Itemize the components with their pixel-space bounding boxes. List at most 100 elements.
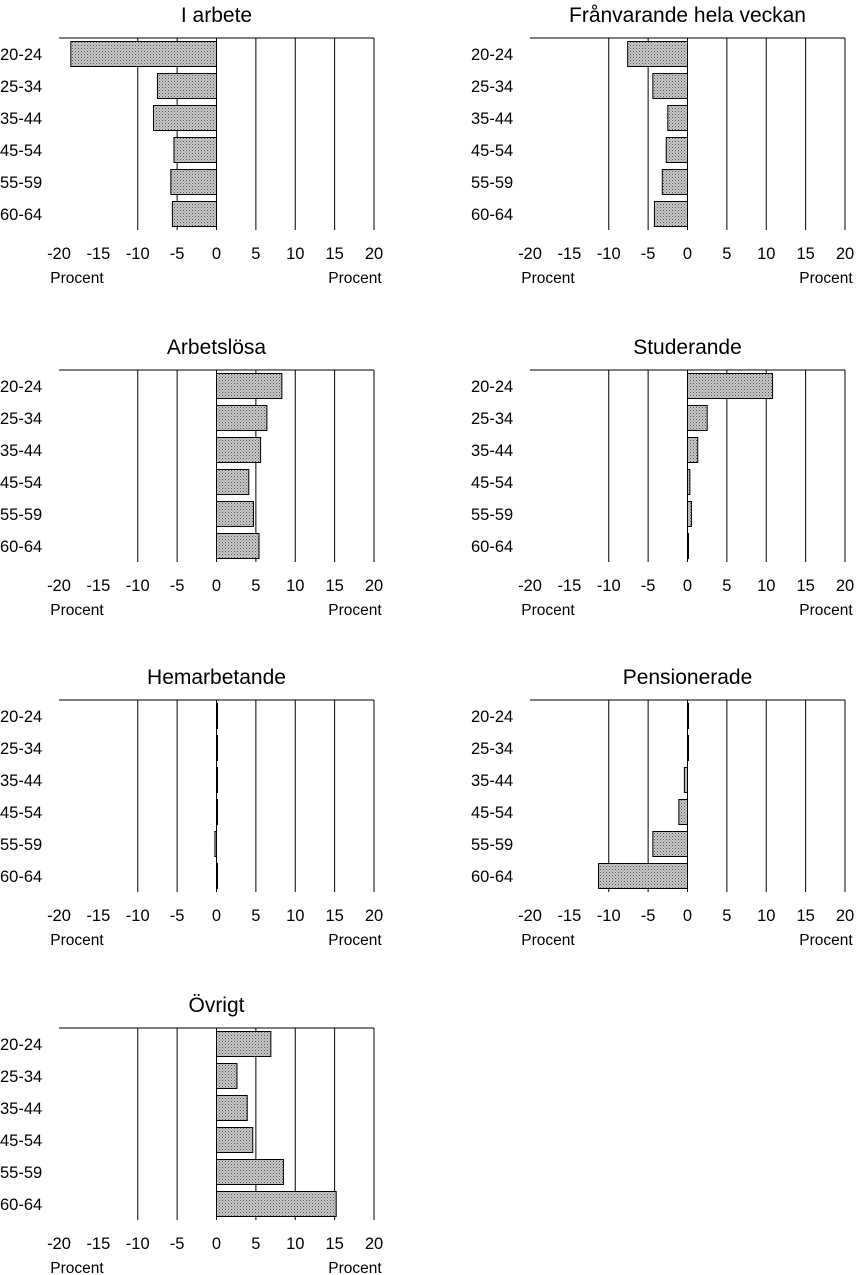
- bar: [687, 469, 691, 495]
- category-label: 20-24: [0, 378, 42, 396]
- bar: [170, 169, 217, 195]
- category-label: 20-24: [0, 1036, 42, 1054]
- x-tick-label: 0: [212, 907, 221, 925]
- bar: [667, 105, 688, 131]
- x-tick-label: -20: [47, 907, 71, 925]
- bar: [216, 405, 268, 431]
- bar: [687, 437, 699, 463]
- x-tick-label: 0: [683, 577, 692, 595]
- x-tick-label: -10: [126, 907, 150, 925]
- bar: [627, 41, 688, 67]
- bar: [216, 501, 255, 527]
- x-axis-label-left: Procent: [50, 602, 104, 619]
- x-tick-label: -20: [518, 245, 542, 263]
- category-label: 35-44: [0, 110, 42, 128]
- bar: [216, 373, 283, 399]
- x-tick-label: 5: [251, 1235, 260, 1253]
- category-label: 60-64: [471, 538, 513, 556]
- category-label: 20-24: [471, 46, 513, 64]
- category-label: 35-44: [471, 442, 513, 460]
- category-label: 20-24: [471, 378, 513, 396]
- x-tick-label: -15: [557, 907, 581, 925]
- category-label: 60-64: [471, 868, 513, 886]
- bar: [216, 533, 260, 559]
- x-tick-label: 5: [722, 245, 731, 263]
- x-tick-label: 15: [325, 245, 343, 263]
- x-tick-label: 10: [757, 577, 775, 595]
- x-tick-label: -5: [641, 245, 656, 263]
- x-tick-label: -5: [641, 577, 656, 595]
- x-axis-label-right: Procent: [799, 602, 853, 619]
- x-tick-label: 10: [286, 1235, 304, 1253]
- x-tick-label: -20: [47, 245, 71, 263]
- chart-panel: Hemarbetande 20-24 25-34 35-44 45-54 55-59 60-…: [0, 666, 383, 949]
- x-tick-label: 0: [212, 245, 221, 263]
- category-label: 45-54: [471, 474, 513, 492]
- chart-title: Frånvarande hela veckan: [569, 4, 806, 27]
- category-label: 25-34: [471, 78, 513, 96]
- category-label: 35-44: [0, 442, 42, 460]
- chart-panel: Pensionerade 20-24 25-34 35-44 45-54 55-59 60-…: [471, 666, 854, 949]
- x-tick-label: -15: [86, 907, 110, 925]
- x-tick-label: 20: [365, 245, 383, 263]
- x-axis-label-left: Procent: [50, 270, 104, 287]
- category-label: 55-59: [471, 174, 513, 192]
- category-label: 25-34: [471, 740, 513, 758]
- bar: [653, 201, 689, 227]
- category-label: 60-64: [0, 868, 42, 886]
- chart-title: Arbetslösa: [167, 336, 267, 359]
- x-tick-label: 10: [757, 907, 775, 925]
- category-label: 60-64: [0, 206, 42, 224]
- bar: [216, 469, 250, 495]
- chart-title: Studerande: [633, 336, 742, 359]
- category-label: 55-59: [0, 1164, 42, 1182]
- bar: [216, 1063, 238, 1089]
- bar: [216, 863, 218, 889]
- x-tick-label: 5: [722, 577, 731, 595]
- bar: [70, 41, 217, 67]
- x-tick-label: 15: [796, 907, 814, 925]
- x-tick-label: 20: [836, 907, 854, 925]
- bar: [173, 137, 218, 163]
- x-tick-label: -20: [47, 1235, 71, 1253]
- x-tick-label: 0: [683, 245, 692, 263]
- x-tick-label: -5: [641, 907, 656, 925]
- x-tick-label: 0: [212, 1235, 221, 1253]
- bar: [652, 73, 689, 99]
- x-tick-label: 15: [325, 577, 343, 595]
- x-tick-label: -20: [47, 577, 71, 595]
- category-label: 55-59: [0, 174, 42, 192]
- x-tick-label: -10: [126, 577, 150, 595]
- x-tick-label: -15: [557, 245, 581, 263]
- bar: [216, 799, 218, 825]
- bar: [216, 735, 218, 761]
- x-axis-label-left: Procent: [50, 932, 104, 949]
- category-label: 25-34: [471, 410, 513, 428]
- bar: [661, 169, 689, 195]
- x-axis-label-right: Procent: [799, 270, 853, 287]
- bar: [652, 831, 689, 857]
- category-label: 35-44: [471, 110, 513, 128]
- x-tick-label: 20: [365, 1235, 383, 1253]
- x-axis-label-left: Procent: [521, 602, 575, 619]
- x-tick-label: -5: [170, 245, 185, 263]
- x-tick-label: 5: [251, 907, 260, 925]
- chart-panel: Övrigt20-2425-3435-4445-5455-5960-64-20-…: [0, 994, 383, 1275]
- x-tick-label: 10: [286, 907, 304, 925]
- x-tick-label: -10: [597, 907, 621, 925]
- category-label: 20-24: [0, 46, 42, 64]
- x-axis-label-right: Procent: [328, 1260, 382, 1275]
- chart-title: Hemarbetande: [147, 666, 286, 689]
- x-tick-label: -10: [126, 1235, 150, 1253]
- x-tick-label: 10: [757, 245, 775, 263]
- x-tick-label: -15: [557, 577, 581, 595]
- category-label: 55-59: [0, 836, 42, 854]
- x-axis-label-left: Procent: [521, 932, 575, 949]
- category-label: 60-64: [471, 206, 513, 224]
- bar: [216, 1159, 284, 1185]
- category-label: 45-54: [0, 474, 42, 492]
- x-tick-label: -10: [126, 245, 150, 263]
- x-tick-label: 5: [251, 577, 260, 595]
- bar: [216, 1095, 248, 1121]
- x-tick-label: -15: [86, 245, 110, 263]
